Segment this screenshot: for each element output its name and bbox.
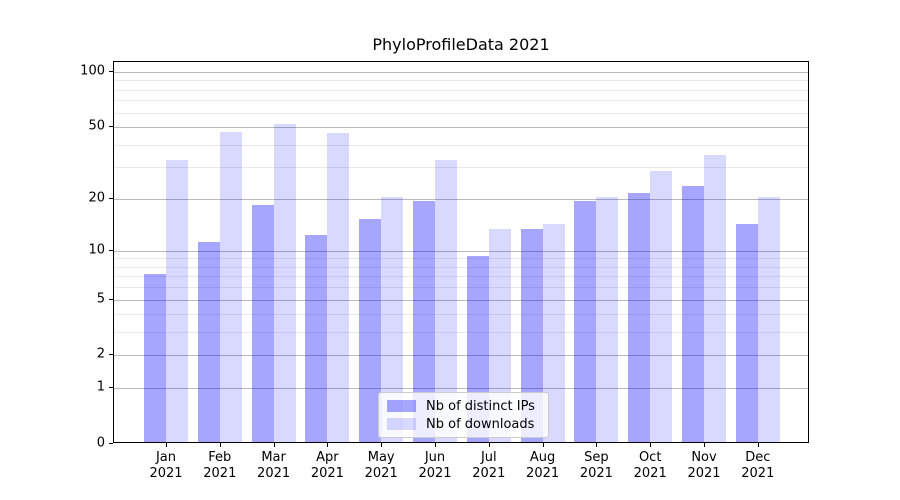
gridline-major-20 bbox=[114, 198, 808, 200]
bar-downloads-sep bbox=[596, 196, 619, 442]
bar-downloads-jun bbox=[435, 160, 457, 442]
bar-downloads-mar bbox=[273, 123, 296, 442]
y-tick-0 bbox=[109, 443, 113, 444]
gridline-minor-6 bbox=[114, 287, 808, 289]
y-tick-label-5: 5 bbox=[96, 291, 105, 307]
x-tick-label-sep: Sep 2021 bbox=[579, 450, 613, 481]
x-tick-label-nov: Nov 2021 bbox=[687, 450, 721, 481]
gridline-minor-80 bbox=[114, 89, 808, 91]
y-tick-10 bbox=[109, 249, 113, 251]
legend: Nb of distinct IPs Nb of downloads bbox=[378, 392, 549, 438]
y-tick-label-1: 1 bbox=[96, 379, 105, 395]
gridline-major-50 bbox=[114, 127, 808, 129]
gridline-minor-60 bbox=[114, 112, 808, 114]
x-tick-jan bbox=[166, 443, 167, 447]
bar-downloads-may bbox=[381, 196, 404, 442]
x-tick-label-dec: Dec 2021 bbox=[741, 450, 775, 481]
x-tick-jul bbox=[488, 443, 490, 447]
gridline-minor-3 bbox=[114, 332, 808, 334]
gridline-minor-90 bbox=[114, 80, 808, 82]
x-tick-apr bbox=[327, 443, 329, 447]
y-tick-label-0: 0 bbox=[96, 435, 105, 451]
gridline-major-2 bbox=[114, 355, 808, 357]
legend-swatch-downloads-icon bbox=[387, 418, 416, 430]
x-tick-may bbox=[381, 443, 383, 447]
gridline-major-1 bbox=[114, 388, 808, 390]
bar-ips-sep bbox=[574, 200, 597, 442]
x-tick-sep bbox=[596, 443, 598, 447]
bar-downloads-apr bbox=[327, 133, 350, 442]
gridline-minor-4 bbox=[114, 314, 808, 316]
y-tick-label-10: 10 bbox=[88, 242, 105, 258]
bar-ips-may bbox=[359, 218, 382, 442]
bar-ips-oct bbox=[628, 192, 651, 442]
x-tick-label-jun: Jun 2021 bbox=[418, 450, 452, 481]
x-tick-label-apr: Apr 2021 bbox=[310, 450, 344, 481]
y-tick-label-20: 20 bbox=[88, 190, 105, 206]
x-tick-label-oct: Oct 2021 bbox=[633, 450, 667, 481]
bar-downloads-aug bbox=[542, 223, 565, 442]
y-tick-label-2: 2 bbox=[96, 346, 105, 362]
legend-swatch-ips-icon bbox=[387, 400, 416, 412]
y-tick-label-50: 50 bbox=[88, 118, 105, 134]
bar-ips-jan bbox=[144, 274, 166, 442]
y-tick-label-100: 100 bbox=[80, 63, 105, 79]
x-tick-label-aug: Aug 2021 bbox=[526, 450, 560, 481]
plot-area bbox=[113, 61, 809, 443]
x-tick-jun bbox=[435, 443, 436, 447]
x-tick-nov bbox=[704, 443, 705, 447]
bar-ips-apr bbox=[305, 235, 328, 442]
bar-downloads-nov bbox=[704, 155, 726, 442]
gridline-minor-40 bbox=[114, 144, 808, 146]
chart-title: PhyloProfileData 2021 bbox=[372, 35, 550, 54]
gridline-major-5 bbox=[114, 299, 808, 301]
y-tick-1 bbox=[109, 387, 113, 389]
y-tick-2 bbox=[109, 354, 113, 356]
gridline-minor-30 bbox=[114, 167, 808, 169]
legend-item-downloads: Nb of downloads bbox=[387, 416, 540, 432]
x-tick-dec bbox=[757, 443, 759, 447]
legend-label-downloads: Nb of downloads bbox=[426, 416, 535, 432]
bar-ips-aug bbox=[520, 229, 543, 442]
x-tick-label-may: May 2021 bbox=[364, 450, 398, 481]
bar-downloads-jan bbox=[166, 160, 188, 442]
y-tick-20 bbox=[109, 197, 113, 199]
bar-ips-dec bbox=[735, 223, 758, 442]
bar-ips-mar bbox=[251, 204, 274, 442]
bar-ips-jun bbox=[413, 200, 435, 442]
bar-downloads-oct bbox=[650, 170, 673, 442]
gridline-minor-7 bbox=[114, 276, 808, 278]
x-tick-label-mar: Mar 2021 bbox=[257, 450, 291, 481]
legend-label-distinct-ips: Nb of distinct IPs bbox=[426, 398, 535, 414]
bar-ips-nov bbox=[682, 185, 704, 442]
x-tick-feb bbox=[219, 443, 221, 447]
gridline-minor-70 bbox=[114, 100, 808, 102]
bar-downloads-feb bbox=[219, 131, 242, 442]
y-tick-100 bbox=[109, 71, 113, 72]
x-tick-aug bbox=[542, 443, 544, 447]
bar-downloads-jul bbox=[488, 229, 511, 442]
y-tick-5 bbox=[109, 298, 113, 300]
bar-downloads-dec bbox=[757, 196, 780, 442]
x-tick-label-feb: Feb 2021 bbox=[203, 450, 237, 481]
gridline-minor-9 bbox=[114, 258, 808, 260]
y-tick-50 bbox=[109, 126, 113, 128]
legend-item-distinct-ips: Nb of distinct IPs bbox=[387, 398, 540, 414]
gridline-major-10 bbox=[114, 250, 808, 252]
x-tick-label-jul: Jul 2021 bbox=[472, 450, 506, 481]
bar-ips-feb bbox=[197, 241, 220, 442]
x-tick-label-jan: Jan 2021 bbox=[149, 450, 183, 481]
x-tick-oct bbox=[650, 443, 652, 447]
gridline-minor-8 bbox=[114, 266, 808, 268]
x-tick-mar bbox=[273, 443, 275, 447]
gridline-major-100 bbox=[114, 72, 808, 73]
